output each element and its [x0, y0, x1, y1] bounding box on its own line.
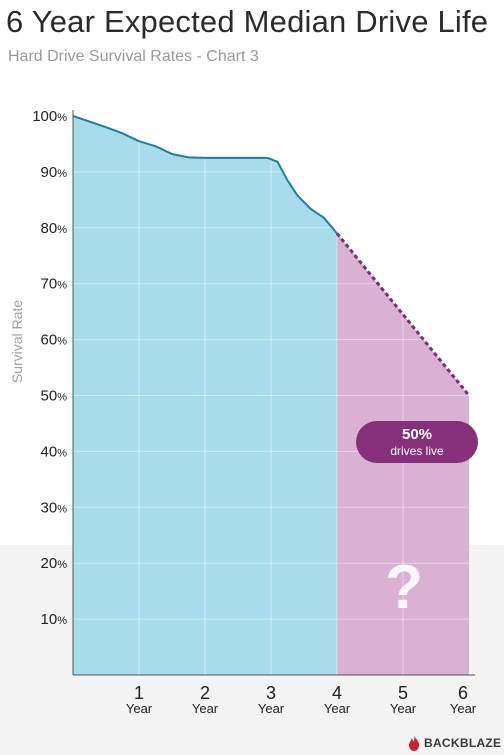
- y-tick-label: 30%: [41, 499, 68, 516]
- svg-text:3: 3: [266, 683, 276, 703]
- y-tick-label: 10%: [41, 611, 68, 628]
- y-tick-label: 20%: [41, 555, 68, 572]
- svg-text:Year: Year: [390, 701, 417, 716]
- svg-text:2: 2: [200, 683, 210, 703]
- chart-title: 6 Year Expected Median Drive Life: [6, 4, 489, 39]
- axes: [72, 110, 475, 676]
- y-tick-label: 70%: [41, 276, 68, 293]
- svg-text:5: 5: [398, 683, 408, 703]
- svg-text:Year: Year: [126, 701, 153, 716]
- y-tick-label: 80%: [41, 220, 68, 237]
- y-tick-label: 40%: [41, 443, 68, 460]
- svg-text:Year: Year: [324, 701, 351, 716]
- median-callout: 50% drives live: [356, 421, 478, 463]
- brand-logo: BACKBLAZE: [408, 734, 501, 752]
- svg-text:6: 6: [458, 683, 468, 703]
- grid: [73, 110, 469, 675]
- chart-subtitle: Hard Drive Survival Rates - Chart 3: [8, 48, 259, 65]
- y-tick-label: 50%: [41, 388, 68, 405]
- svg-text:Year: Year: [192, 701, 219, 716]
- flame-icon: [408, 735, 420, 751]
- y-tick-label: 100%: [32, 108, 67, 125]
- svg-text:Year: Year: [450, 701, 477, 716]
- observed-line: [72, 115, 338, 235]
- svg-text:Year: Year: [258, 701, 285, 716]
- svg-text:4: 4: [332, 683, 342, 703]
- observed-area: [73, 116, 337, 675]
- brand-name: BACKBLAZE: [424, 736, 502, 750]
- callout-label: drives live: [390, 444, 444, 458]
- callout-value: 50%: [401, 426, 433, 443]
- y-tick-label: 60%: [41, 332, 68, 349]
- y-tick-labels: 10% 20% 30% 40% 50% 60% 70% 80% 90% 100%: [32, 108, 67, 628]
- y-axis-label: Survival Rate: [9, 300, 25, 383]
- svg-text:1: 1: [134, 683, 144, 703]
- y-tick-label: 90%: [41, 164, 68, 181]
- question-mark: ?: [385, 553, 423, 622]
